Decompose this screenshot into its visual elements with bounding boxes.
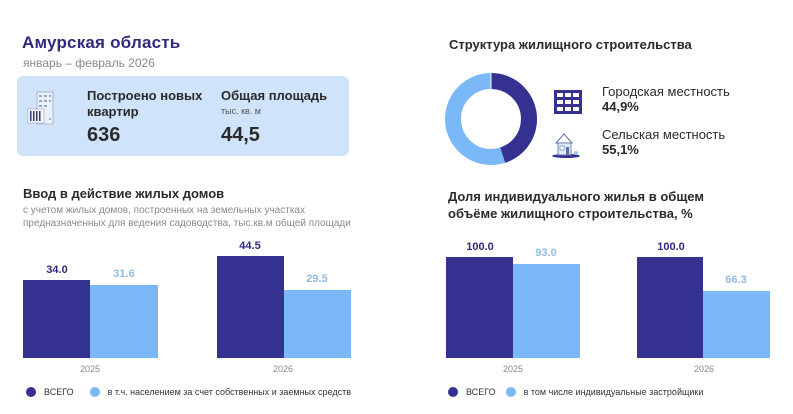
bar-2025-total [23,280,90,358]
individual-share-title: Доля индивидуального жилья в общем объём… [448,189,704,221]
x-label-2026: 2026 [272,364,294,374]
bar-label-2025-individual: 93.0 [535,247,557,259]
legend-label: в том числе индивидуальные застройщики [523,387,704,397]
bar-label-2026-population: 29.5 [306,273,328,285]
structure-title: Структура жилищного строительства [449,37,692,52]
city-building-icon [554,90,582,114]
new-apartments-label: Построено новых квартир [87,88,203,119]
bar-label-2025-total: 34.0 [46,264,68,276]
bar-label-2026-total: 44.5 [239,240,261,252]
commissioning-legend: ВСЕГО в т.ч. населением за счет собствен… [26,387,367,397]
kpi-card: Построено новых квартир 636 Общая площад… [17,76,349,156]
total-area-unit: тыс. кв. м [221,106,261,116]
individual-share-legend: ВСЕГО в том числе индивидуальные застрой… [448,387,719,397]
legend-item-population: в т.ч. населением за счет собственных и … [89,387,351,397]
legend-item-total: ВСЕГО [26,387,74,397]
total-area-label: Общая площадь [221,88,328,103]
bar-2026-total [217,256,284,358]
legend-dot-light-icon [505,387,516,397]
legend-item-total: ВСЕГО [448,387,496,397]
x-label-2026: 2026 [693,364,715,374]
bar-label-2026-individual: 66.3 [725,274,747,286]
structure-donut-chart [445,73,537,165]
urban-value: 44,9% [602,99,639,114]
x-label-2025: 2025 [502,364,524,374]
bar-label-2025-total: 100.0 [466,241,494,253]
commissioning-subtitle: с учетом жилых домов, построенных на зем… [23,205,351,229]
bar-2025-population [90,285,158,358]
bar-2026-total [637,257,703,358]
region-title: Амурская область [22,33,181,52]
total-area-value: 44,5 [221,124,260,146]
legend-label: в т.ч. населением за счет собственных и … [107,387,351,397]
bar-2026-population [284,290,351,358]
bar-2025-individual [513,264,580,358]
legend-item-individual: в том числе индивидуальные застройщики [505,387,704,397]
rural-value: 55,1% [602,142,639,157]
new-apartments-value: 636 [87,124,121,146]
bar-label-2025-population: 31.6 [113,268,135,280]
apartment-buildings-icon [27,91,54,125]
urban-label: Городская местность [602,84,730,99]
rural-label: Сельская местность [602,127,726,142]
legend-label: ВСЕГО [466,387,496,397]
legend-dot-dark-icon [26,387,36,397]
legend-label: ВСЕГО [44,387,74,397]
legend-dot-light-icon [89,387,100,397]
bar-2026-individual [703,291,770,358]
commissioning-title: Ввод в действие жилых домов [23,186,225,201]
legend-dot-dark-icon [448,387,458,397]
x-label-2025: 2025 [79,364,101,374]
period-label: январь – февраль 2026 [23,56,155,70]
country-house-icon [552,133,580,158]
bar-2025-total [446,257,513,358]
bar-label-2026-total: 100.0 [657,241,685,253]
